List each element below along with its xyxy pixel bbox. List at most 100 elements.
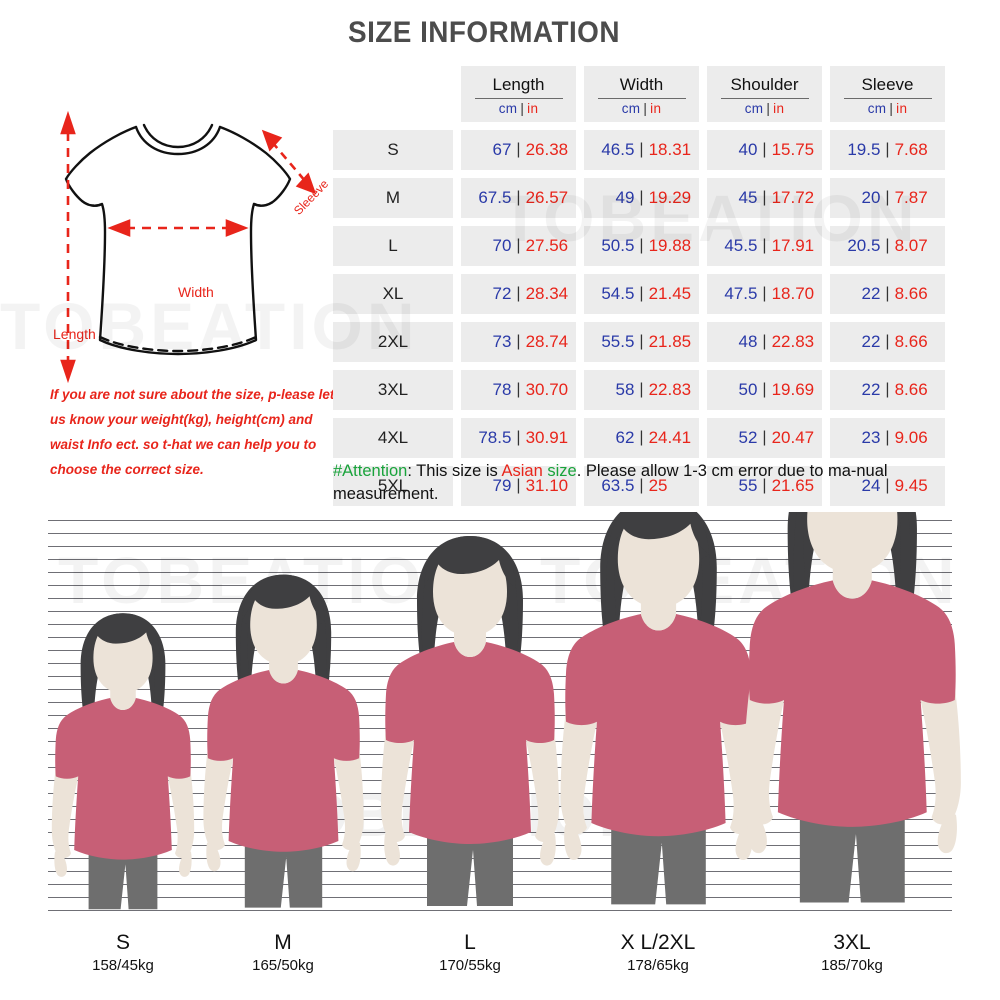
- unit-cm: cm: [621, 100, 641, 116]
- table-row[interactable]: M 67.5 | 26.57 49 | 19.29 45 | 17.72 20 | 7.87: [333, 178, 978, 218]
- attention-part1: : This size is: [407, 462, 502, 480]
- model-label: L 170/55kg: [380, 930, 560, 976]
- size-cell: XL: [333, 274, 453, 314]
- value-separator: |: [885, 333, 890, 350]
- size-help-note: If you are not sure about the size, p-le…: [50, 387, 335, 477]
- unit-separator: |: [643, 100, 648, 116]
- measure-cell: 22 | 8.66: [830, 370, 945, 410]
- value-in: 8.07: [894, 236, 928, 255]
- attention-part2: . Please allow 1-3 cm error due to ma-nu…: [333, 462, 888, 503]
- measure-cell: 72 | 28.34: [461, 274, 576, 314]
- unit-cm: cm: [498, 100, 518, 116]
- attention-asian: Asian: [501, 462, 543, 480]
- value-cm: 24: [861, 476, 881, 495]
- value-cm: 62: [615, 428, 635, 447]
- row-spacer: [333, 170, 978, 178]
- value-separator: |: [762, 141, 767, 158]
- value-separator: |: [516, 381, 521, 398]
- value-in: 17.72: [771, 188, 815, 207]
- model-size: L: [464, 931, 476, 954]
- header-width-label: Width: [619, 74, 664, 94]
- header-length: Length cm | in: [461, 66, 576, 122]
- header-units: cm | in: [499, 101, 539, 116]
- value-cm: 45.5: [724, 236, 758, 255]
- table-row[interactable]: 4XL 78.5 | 30.91 62 | 24.41 52 | 20.47 23 | 9.06: [333, 418, 978, 458]
- table-row[interactable]: 2XL 73 | 28.74 55.5 | 21.85 48 | 22.83 22 | 8.66: [333, 322, 978, 362]
- measure-cell: 54.5 | 21.45: [584, 274, 699, 314]
- header-length-label: Length: [492, 74, 545, 94]
- shorts: [799, 799, 905, 903]
- value-separator: |: [885, 189, 890, 206]
- tshirt: [748, 580, 956, 827]
- measure-cell: 45.5 | 17.91: [707, 226, 822, 266]
- model-size: M: [274, 931, 292, 954]
- value-in: 27.56: [525, 236, 569, 255]
- size-cell: L: [333, 226, 453, 266]
- measure-cell: 63.5 | 25: [584, 466, 699, 506]
- header-units: cm | in: [622, 101, 662, 116]
- value-in: 26.57: [525, 188, 569, 207]
- unit-in: in: [650, 100, 662, 116]
- tshirt: [206, 670, 360, 852]
- value-separator: |: [516, 285, 521, 302]
- value-in: 31.10: [525, 476, 569, 495]
- table-row[interactable]: XL 72 | 28.34 54.5 | 21.45 47.5 | 18.70 22 | 8.66: [333, 274, 978, 314]
- value-in: 19.69: [771, 380, 815, 399]
- value-in: 22.83: [648, 380, 692, 399]
- value-separator: |: [639, 429, 644, 446]
- header-sleeve-label: Sleeve: [861, 74, 914, 94]
- value-separator: |: [762, 477, 767, 494]
- value-separator: |: [516, 477, 521, 494]
- unit-separator: |: [889, 100, 894, 116]
- value-separator: |: [885, 381, 890, 398]
- unit-in: in: [896, 100, 908, 116]
- tshirt: [55, 698, 191, 860]
- value-separator: |: [762, 381, 767, 398]
- value-in: 28.74: [525, 332, 569, 351]
- person-silhouette: [51, 613, 195, 910]
- value-in: 20.47: [771, 428, 815, 447]
- measure-cell: 46.5 | 18.31: [584, 130, 699, 170]
- row-spacer: [333, 362, 978, 370]
- measure-cell: 58 | 22.83: [584, 370, 699, 410]
- value-separator: |: [639, 477, 644, 494]
- row-spacer: [333, 266, 978, 274]
- measure-cell: 78 | 30.70: [461, 370, 576, 410]
- model-dimensions: 178/65kg: [627, 957, 689, 974]
- table-header-row: Length cm | in Width cm | in Shoulder cm | in …: [333, 66, 978, 122]
- header-units: cm | in: [868, 101, 908, 116]
- hand-left: [54, 851, 67, 877]
- value-cm: 55: [738, 476, 758, 495]
- value-separator: |: [762, 285, 767, 302]
- measure-cell: 40 | 15.75: [707, 130, 822, 170]
- measure-cell: 55 | 21.65: [707, 466, 822, 506]
- value-cm: 22: [861, 284, 881, 303]
- measure-cell: 50.5 | 19.88: [584, 226, 699, 266]
- value-cm: 54.5: [601, 284, 635, 303]
- collar-opening: [110, 698, 136, 710]
- table-row[interactable]: 3XL 78 | 30.70 58 | 22.83 50 | 19.69 22 | 8.66: [333, 370, 978, 410]
- table-row[interactable]: 5XL 79 | 31.10 63.5 | 25 55 | 21.65 24 | 9.45: [333, 466, 978, 506]
- model-figure: [355, 522, 585, 922]
- value-cm: 20: [861, 188, 881, 207]
- value-in: 7.68: [894, 140, 928, 159]
- measure-cell: 79 | 31.10: [461, 466, 576, 506]
- value-in: 28.34: [525, 284, 569, 303]
- model-figure: [532, 512, 785, 922]
- model-figure: [712, 512, 993, 922]
- tshirt-measurement-diagram: Width Length Sleeeve: [18, 100, 338, 390]
- size-cell: 4XL: [333, 418, 453, 458]
- value-separator: |: [885, 477, 890, 494]
- measure-cell: 62 | 24.41: [584, 418, 699, 458]
- value-cm: 48: [738, 332, 758, 351]
- value-cm: 73: [492, 332, 512, 351]
- table-row[interactable]: L 70 | 27.56 50.5 | 19.88 45.5 | 17.91 20.5 | 8.07: [333, 226, 978, 266]
- model-size: X L/2XL: [620, 931, 696, 954]
- value-cm: 70: [492, 236, 512, 255]
- value-separator: |: [639, 189, 644, 206]
- value-in: 22.83: [771, 332, 815, 351]
- value-in: 8.66: [894, 284, 928, 303]
- model-comparison-area: TOBEATION TOBEATION TOBEATION: [0, 512, 1000, 1000]
- table-row[interactable]: S 67 | 26.38 46.5 | 18.31 40 | 15.75 19.5 | 7.68: [333, 130, 978, 170]
- value-separator: |: [516, 237, 521, 254]
